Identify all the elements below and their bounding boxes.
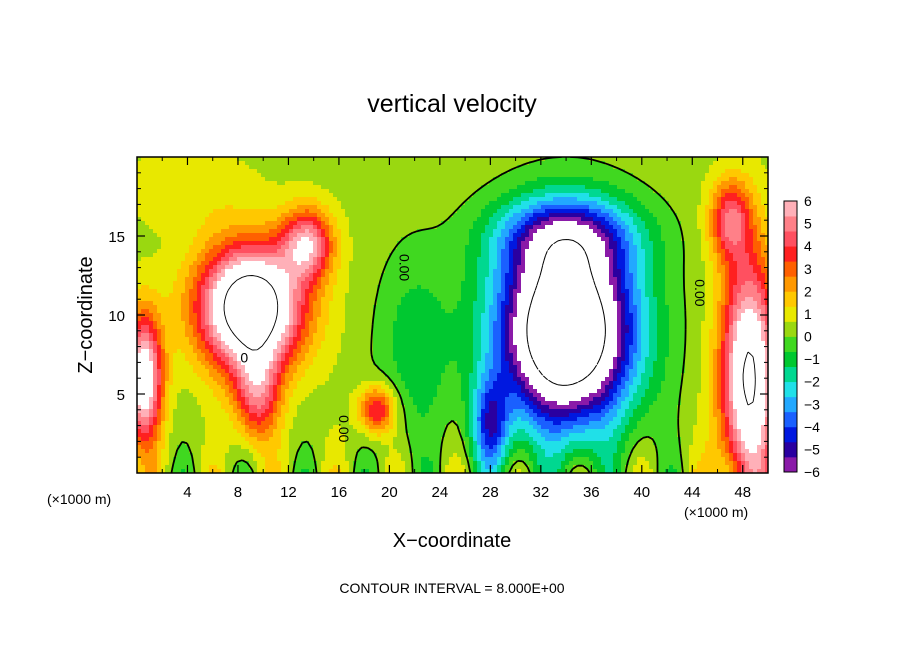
contour-negative bbox=[526, 239, 606, 386]
y-axis-label: Z−coordinate bbox=[75, 256, 97, 373]
colorbar-tick-label: 6 bbox=[804, 193, 812, 209]
contour-label-0: 0.00 bbox=[397, 254, 413, 281]
contour-positive bbox=[223, 275, 756, 406]
colorbar-tick-label: −3 bbox=[804, 396, 820, 412]
colorbar-swatch bbox=[784, 291, 797, 307]
colorbar-tick-label: 0 bbox=[804, 329, 812, 345]
chart-title: vertical velocity bbox=[367, 90, 537, 118]
contour-label-1: 0.00 bbox=[692, 279, 708, 306]
contour-interval-note: CONTOUR INTERVAL = 8.000E+00 bbox=[339, 580, 564, 596]
x-tick-label: 12 bbox=[280, 484, 297, 501]
y-tick-label: 15 bbox=[108, 229, 125, 246]
x-tick-label: 32 bbox=[532, 484, 549, 501]
colorbar-tick-label: −6 bbox=[804, 464, 820, 480]
x-tick-label: 36 bbox=[583, 484, 600, 501]
x-axis-ticks: 4 8 12 16 20 24 28 32 36 40 44 48 bbox=[161, 157, 751, 501]
colorbar-swatch bbox=[784, 231, 797, 247]
x-unit-label-right: (×1000 m) bbox=[684, 504, 748, 520]
colorbar-frame bbox=[783, 200, 798, 473]
colorbar-swatch bbox=[784, 456, 797, 473]
contour-labels: 0.00 0.00 0.00 0 bbox=[240, 254, 707, 443]
colorbar-swatch bbox=[784, 366, 797, 383]
colorbar-swatch bbox=[784, 306, 797, 322]
colorbar-tick-label: 5 bbox=[804, 216, 812, 232]
x-axis-label: X−coordinate bbox=[393, 530, 511, 552]
colorbar-swatch bbox=[784, 381, 797, 398]
x-tick-label: 48 bbox=[734, 484, 751, 501]
colorbar-tick-label: 4 bbox=[804, 238, 812, 254]
x-tick-label: 24 bbox=[432, 484, 449, 501]
colorbar-tick-label: −5 bbox=[804, 441, 820, 457]
x-tick-label: 8 bbox=[234, 484, 242, 501]
colorbar-tick-label: 2 bbox=[804, 283, 812, 299]
colorbar-swatch bbox=[784, 411, 797, 428]
colorbar-tick-label: 3 bbox=[804, 261, 812, 277]
colorbar-tick-label: −2 bbox=[804, 374, 820, 390]
x-tick-label: 20 bbox=[381, 484, 398, 501]
contour-label-3: 0 bbox=[240, 349, 248, 365]
x-tick-label: 40 bbox=[633, 484, 650, 501]
velocity-field bbox=[137, 157, 768, 473]
colorbar-tick-label: −4 bbox=[804, 419, 820, 435]
colorbar-swatch bbox=[784, 351, 797, 368]
colorbar-tick-label: 1 bbox=[804, 306, 812, 322]
x-tick-label: 4 bbox=[183, 484, 191, 501]
colorbar-swatch bbox=[784, 321, 797, 337]
colorbar-swatch bbox=[784, 276, 797, 292]
colorbar-swatch bbox=[784, 396, 797, 413]
colorbar-swatch bbox=[784, 216, 797, 232]
y-tick-label: 5 bbox=[117, 387, 125, 404]
colorbar-swatch bbox=[784, 201, 797, 217]
contour-lines bbox=[170, 157, 756, 473]
x-unit-label-left: (×1000 m) bbox=[47, 491, 111, 507]
colorbar-swatch bbox=[784, 261, 797, 277]
colorbar-swatch bbox=[784, 336, 797, 352]
colorbar-swatch bbox=[784, 426, 797, 443]
colorbar: 6 5 4 3 2 1 0 −1 −2 −3 −4 −5 −6 bbox=[783, 193, 820, 480]
colorbar-swatch bbox=[784, 246, 797, 262]
contour-label-2: 0.00 bbox=[336, 415, 352, 442]
colorbar-tick-label: −1 bbox=[804, 351, 820, 367]
colorbar-swatch bbox=[784, 441, 797, 458]
contour-zero bbox=[170, 157, 687, 473]
x-tick-label: 16 bbox=[331, 484, 348, 501]
x-tick-label: 44 bbox=[684, 484, 701, 501]
y-axis-ticks: 5 10 15 bbox=[108, 172, 768, 458]
y-tick-label: 10 bbox=[108, 308, 125, 325]
x-tick-label: 28 bbox=[482, 484, 499, 501]
